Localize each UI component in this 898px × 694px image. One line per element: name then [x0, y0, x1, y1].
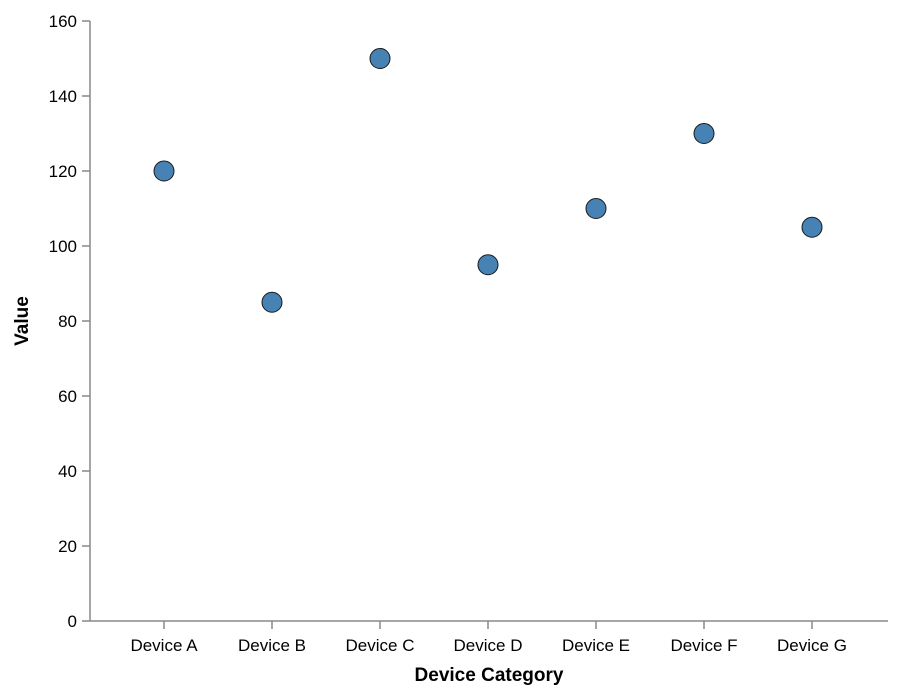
y-tick-label: 0: [68, 612, 77, 631]
y-axis: 0 20 40 60 80 100 120 140 160: [49, 12, 91, 631]
y-tick-label: 160: [49, 12, 77, 31]
data-point: [261, 291, 283, 313]
x-tick-label: Device A: [130, 636, 198, 655]
y-tick-label: 120: [49, 162, 77, 181]
x-tick-label: Device G: [777, 636, 847, 655]
x-tick-label: Device F: [670, 636, 737, 655]
y-tick-label: 140: [49, 87, 77, 106]
data-point: [801, 216, 823, 238]
y-tick-label: 100: [49, 237, 77, 256]
data-point: [477, 254, 499, 276]
data-point: [369, 48, 391, 69]
y-tick-label: 40: [58, 462, 77, 481]
x-axis-title: Device Category: [415, 665, 564, 686]
data-point: [153, 160, 175, 182]
data-point: [585, 198, 607, 219]
data-points: [153, 48, 823, 313]
x-tick-label: Device B: [238, 636, 306, 655]
y-axis-title: Value: [12, 296, 33, 346]
data-point: [693, 123, 715, 144]
y-tick-label: 20: [58, 537, 77, 556]
x-tick-label: Device D: [454, 636, 523, 655]
y-tick-label: 60: [58, 387, 77, 406]
x-tick-label: Device C: [346, 636, 415, 655]
x-tick-label: Device E: [562, 636, 630, 655]
x-axis: Device A Device B Device C Device D Device E…: [90, 620, 888, 655]
y-tick-label: 80: [58, 312, 77, 331]
